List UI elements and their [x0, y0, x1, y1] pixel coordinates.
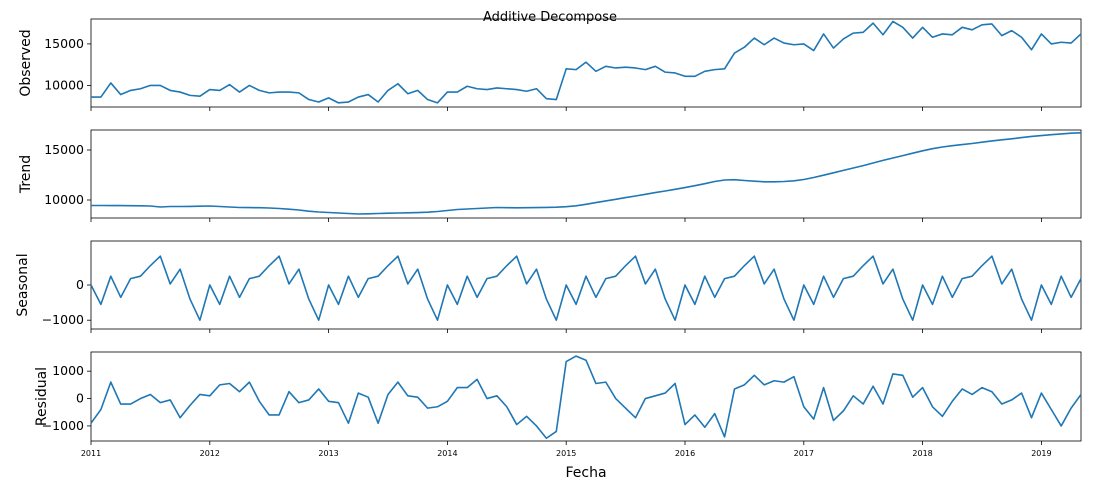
residual-y-tick-label: 0	[76, 391, 84, 406]
panels: 1000015000Observed1000015000Trend−10000S…	[15, 18, 1082, 458]
x-tick-label: 2012	[200, 449, 220, 458]
x-tick-label: 2011	[81, 449, 101, 458]
observed-y-tick-label: 10000	[44, 77, 84, 92]
residual-y-label: Residual	[34, 367, 50, 426]
chart-title: Additive Decompose	[483, 10, 617, 25]
trend-frame	[90, 129, 1082, 219]
panel-seasonal: −1000 0 Seasonal	[15, 240, 1082, 333]
x-tick-label: 2013	[318, 449, 338, 458]
x-tick-label: 2019	[1031, 449, 1051, 458]
residual-y-tick-label: 1000	[52, 363, 84, 378]
x-axis-label: Fecha	[565, 465, 606, 481]
seasonal-frame	[90, 240, 1082, 330]
residual-frame	[90, 351, 1082, 442]
x-tick-label: 2016	[675, 449, 695, 458]
x-tick-label: 2014	[437, 449, 457, 458]
x-tick-label: 2018	[912, 449, 932, 458]
seasonal-y-tick-label: −1000	[42, 312, 84, 327]
trend-series-line	[91, 132, 1082, 215]
observed-frame	[90, 18, 1082, 108]
panel-trend: 10000 15000 Trend	[18, 129, 1082, 222]
residual-y-tick-label: −1000	[42, 418, 84, 433]
trend-y-tick-label: 15000	[44, 142, 84, 157]
seasonal-y-label: Seasonal	[15, 253, 31, 316]
x-tick-label: 2015	[556, 449, 576, 458]
trend-y-tick-label: 10000	[44, 192, 84, 207]
observed-y-tick-label: 15000	[44, 36, 84, 51]
seasonal-series-line	[90, 255, 1082, 322]
panel-observed: 10000 15000 Observed	[18, 18, 1082, 111]
residual-series-line	[90, 355, 1082, 440]
observed-y-label: Observed	[18, 29, 34, 96]
panel-residual: −1000 0 1000 2011 2012 2013 2014 2015 2016 2017 20…	[34, 351, 1082, 458]
observed-series-line	[91, 20, 1082, 104]
x-tick-label: 2017	[794, 449, 814, 458]
trend-y-label: Trend	[18, 155, 34, 194]
seasonal-y-tick-label: 0	[76, 277, 84, 292]
